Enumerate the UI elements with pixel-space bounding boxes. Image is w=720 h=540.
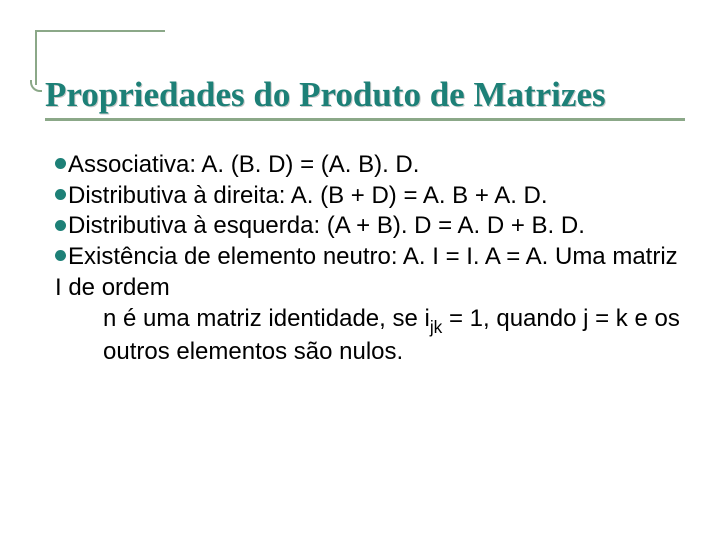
- bullet-icon: [55, 189, 66, 200]
- item-text: à esquerda: (A + B). D = A. D + B. D.: [187, 212, 585, 239]
- list-item: Existência de elemento neutro: A. I = I.…: [55, 242, 680, 367]
- list-item: Associativa: A. (B. D) = (A. B). D.: [55, 150, 680, 181]
- bullet-icon: [55, 158, 66, 169]
- list-item: Distributiva à esquerda: (A + B). D = A.…: [55, 211, 680, 242]
- accent-corner: [30, 80, 42, 92]
- title-underline: [45, 118, 685, 121]
- bullet-icon: [55, 250, 66, 261]
- list-item: Distributiva à direita: A. (B + D) = A. …: [55, 181, 680, 212]
- item-label: Distributiva: [68, 212, 187, 239]
- cont-sub: jk: [430, 317, 442, 337]
- bullet-icon: [55, 220, 66, 231]
- item-text: à direita: A. (B + D) = A. B + A. D.: [187, 182, 548, 209]
- cont-pre: n é uma matriz identidade, se i: [103, 305, 430, 332]
- page-title: Propriedades do Produto de Matrizes: [45, 75, 606, 115]
- item-text: A. (B. D) = (A. B). D.: [196, 151, 419, 178]
- item-label: Existência: [68, 243, 177, 270]
- accent-line-horizontal: [35, 30, 165, 32]
- item-label: Distributiva: [68, 182, 187, 209]
- item-label: Associativa:: [68, 151, 196, 178]
- accent-line-vertical: [35, 30, 37, 85]
- item-continuation: n é uma matriz identidade, se ijk = 1, q…: [55, 304, 680, 368]
- content-list: Associativa: A. (B. D) = (A. B). D. Dist…: [55, 150, 680, 367]
